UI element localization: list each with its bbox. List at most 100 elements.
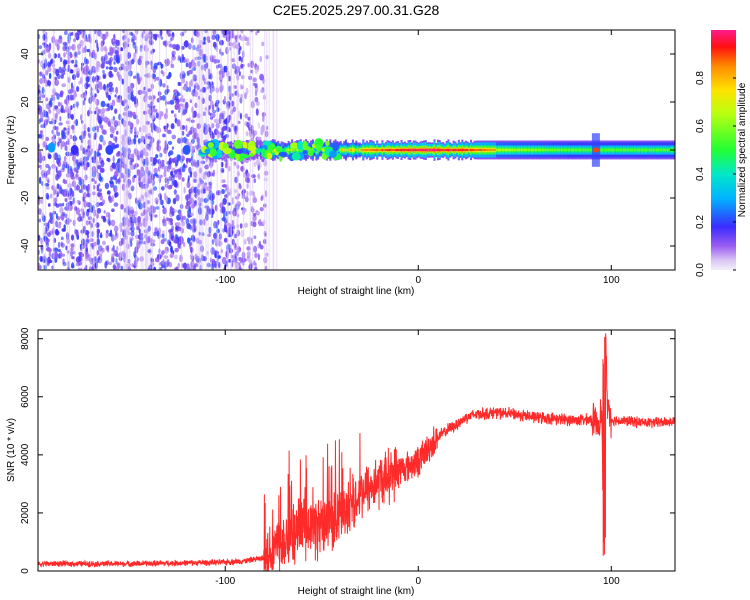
- heatmap-cell: [102, 73, 107, 78]
- heatmap-cell: [548, 148, 551, 151]
- heatmap-cell: [191, 67, 196, 71]
- heatmap-cell: [111, 47, 116, 54]
- heatmap-cell: [155, 112, 159, 119]
- heatmap-cell: [56, 128, 59, 134]
- heatmap-cell: [544, 148, 547, 151]
- heatmap-cell: [38, 45, 43, 50]
- heatmap-cell: [168, 71, 172, 78]
- heatmap-cell: [339, 149, 342, 151]
- heatmap-cell: [328, 150, 337, 158]
- heatmap-cell: [214, 250, 218, 254]
- heatmap-cell: [131, 96, 135, 102]
- heatmap-cell: [188, 199, 191, 206]
- heatmap-cell: [108, 261, 112, 266]
- heatmap-cell: [61, 214, 64, 222]
- heatmap-cell: [156, 34, 161, 38]
- heatmap-cell: [71, 74, 77, 80]
- heatmap-cell: [105, 60, 111, 65]
- heatmap-cell: [62, 202, 65, 207]
- heatmap-cell: [48, 105, 51, 112]
- heatmap-cell: [508, 148, 511, 151]
- heatmap-cell: [643, 148, 646, 151]
- heatmap-cell: [71, 190, 75, 198]
- heatmap-cell: [224, 65, 228, 73]
- heatmap-cell: [109, 180, 114, 185]
- heatmap-cell: [247, 145, 257, 151]
- heatmap-cell: [38, 265, 42, 270]
- snr-frame: [37, 329, 676, 572]
- heatmap-column: [144, 30, 146, 270]
- heatmap-cell: [76, 102, 79, 109]
- colorbar-gradient: [711, 30, 736, 270]
- heatmap-cell: [63, 127, 67, 131]
- heatmap-cell: [74, 59, 78, 66]
- heatmap-cell: [212, 41, 217, 48]
- heatmap-cell: [85, 246, 88, 252]
- heatmap-cell: [239, 258, 242, 264]
- heatmap-cell: [63, 63, 66, 68]
- x-tick-label: 0: [415, 275, 421, 286]
- heatmap-cell: [91, 231, 94, 237]
- heatmap-cell: [188, 158, 192, 163]
- heatmap-cell: [48, 166, 51, 172]
- heatmap-cell: [54, 247, 59, 252]
- heatmap-cell: [377, 149, 380, 151]
- heatmap-cell: [112, 136, 118, 142]
- heatmap-cell: [298, 148, 301, 152]
- heatmap-cell: [497, 148, 500, 151]
- heatmap-cell: [188, 69, 193, 75]
- heatmap-cell: [188, 188, 191, 195]
- heatmap-cell: [171, 158, 176, 164]
- heatmap-cell: [188, 86, 192, 93]
- heatmap-cell: [111, 164, 116, 169]
- heatmap-cell: [168, 129, 172, 133]
- heatmap-cell: [152, 206, 156, 214]
- heatmap-cell: [100, 124, 104, 130]
- heatmap-cell: [99, 194, 103, 201]
- heatmap-cell: [183, 30, 187, 34]
- heatmap-column: [42, 30, 44, 270]
- heatmap-cell: [162, 40, 167, 46]
- heatmap-column: [127, 30, 129, 270]
- heatmap-cell: [252, 197, 257, 204]
- heatmap-cell: [38, 208, 42, 215]
- heatmap-cell: [75, 159, 79, 165]
- heatmap-cell: [71, 256, 75, 260]
- heatmap-cell: [100, 100, 106, 108]
- heatmap-cell: [163, 125, 168, 130]
- heatmap-cell: [529, 148, 532, 151]
- heatmap-cell: [442, 149, 445, 151]
- heatmap-cell: [171, 181, 174, 186]
- heatmap-cell: [170, 235, 174, 240]
- heatmap-cell: [166, 178, 170, 185]
- heatmap-cell: [412, 148, 415, 151]
- heatmap-cell: [132, 42, 137, 49]
- heatmap-cell: [253, 235, 257, 240]
- heatmap-cell: [645, 148, 648, 151]
- heatmap-cell: [114, 124, 117, 131]
- heatmap-cell: [246, 183, 249, 189]
- heatmap-cell: [138, 176, 142, 182]
- heatmap-cell: [64, 198, 68, 202]
- heatmap-cell: [193, 201, 198, 207]
- heatmap-cell: [160, 239, 165, 245]
- heatmap-cell: [169, 43, 173, 48]
- heatmap-cell: [60, 242, 65, 248]
- heatmap-cell: [162, 258, 165, 266]
- heatmap-cell: [105, 91, 109, 98]
- heatmap-cell: [525, 148, 528, 151]
- heatmap-cell: [162, 205, 165, 209]
- heatmap-cell: [94, 150, 97, 158]
- heatmap-cell: [182, 262, 187, 269]
- heatmap-cell: [367, 149, 370, 151]
- heatmap-cell: [259, 148, 262, 151]
- heatmap-cell: [516, 148, 519, 151]
- heatmap-cell: [628, 148, 631, 151]
- heatmap-cell: [156, 127, 161, 134]
- heatmap-cell: [216, 149, 223, 158]
- heatmap-cell: [459, 149, 462, 151]
- heatmap-cell: [170, 110, 174, 114]
- heatmap-cell: [100, 112, 105, 118]
- heatmap-cell: [619, 148, 622, 151]
- heatmap-cell: [194, 78, 197, 82]
